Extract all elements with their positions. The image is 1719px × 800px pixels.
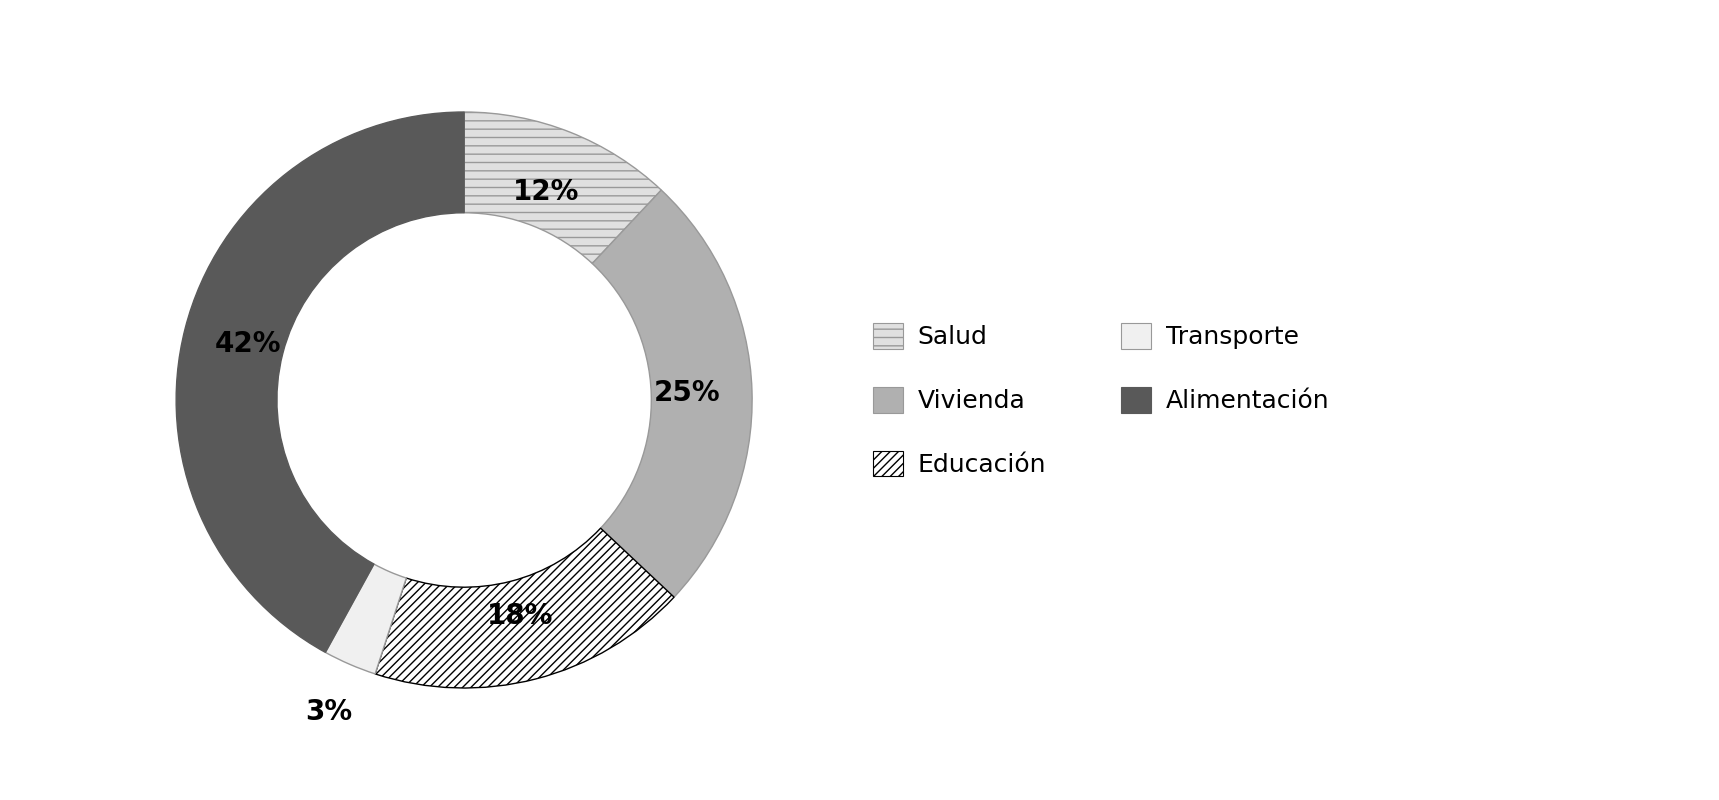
Legend: Salud, Vivienda, Educación, Transporte, Alimentación: Salud, Vivienda, Educación, Transporte, … bbox=[873, 323, 1331, 477]
Text: 18%: 18% bbox=[486, 602, 554, 630]
Wedge shape bbox=[175, 112, 464, 652]
Text: 3%: 3% bbox=[306, 698, 352, 726]
Text: 25%: 25% bbox=[653, 379, 720, 407]
Text: 12%: 12% bbox=[512, 178, 579, 206]
Wedge shape bbox=[464, 112, 662, 263]
Wedge shape bbox=[325, 564, 406, 674]
Text: 42%: 42% bbox=[215, 330, 282, 358]
Wedge shape bbox=[375, 528, 674, 688]
Wedge shape bbox=[593, 190, 753, 597]
